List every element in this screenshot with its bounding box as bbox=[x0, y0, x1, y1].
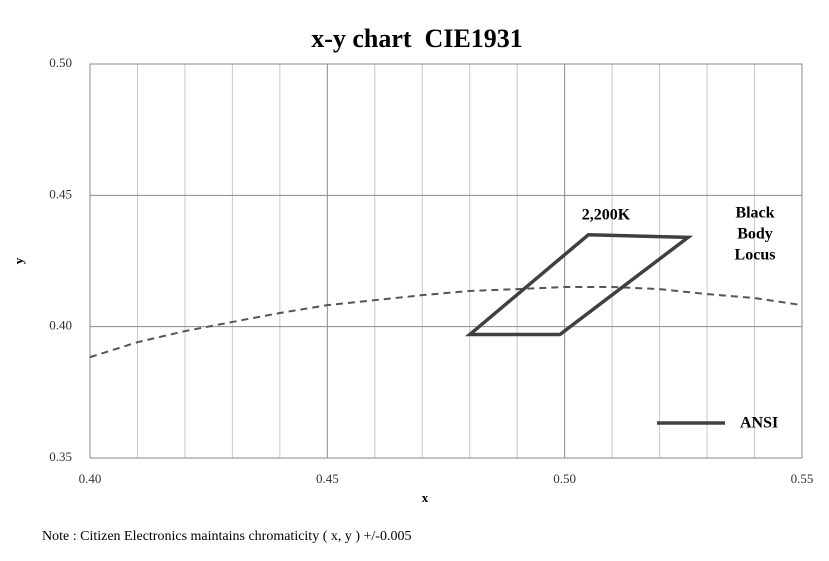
series-line bbox=[464, 232, 694, 337]
locus-label: Locus bbox=[735, 247, 776, 264]
x-tick-label: 0.55 bbox=[791, 471, 814, 486]
locus-label: Black bbox=[735, 205, 774, 222]
y-tick-label: 0.40 bbox=[49, 318, 72, 333]
locus-label: Body bbox=[737, 226, 773, 243]
black-body-locus bbox=[89, 286, 803, 359]
chart-title: x-y chart CIE1931 bbox=[311, 24, 523, 53]
x-tick-label: 0.40 bbox=[79, 471, 102, 486]
y-tick-label: 0.50 bbox=[49, 55, 72, 70]
y-axis-label: y bbox=[11, 257, 26, 264]
y-tick-label: 0.35 bbox=[49, 449, 72, 464]
plot-border bbox=[89, 63, 803, 459]
x-axis-label: x bbox=[422, 490, 429, 505]
annotation: 2,200K bbox=[582, 207, 631, 224]
y-tick-label: 0.45 bbox=[49, 186, 72, 201]
legend-label: ANSI bbox=[740, 415, 778, 432]
note: Note : Citizen Electronics maintains chr… bbox=[42, 529, 411, 544]
x-tick-label: 0.50 bbox=[553, 471, 576, 486]
x-tick-label: 0.45 bbox=[316, 471, 339, 486]
